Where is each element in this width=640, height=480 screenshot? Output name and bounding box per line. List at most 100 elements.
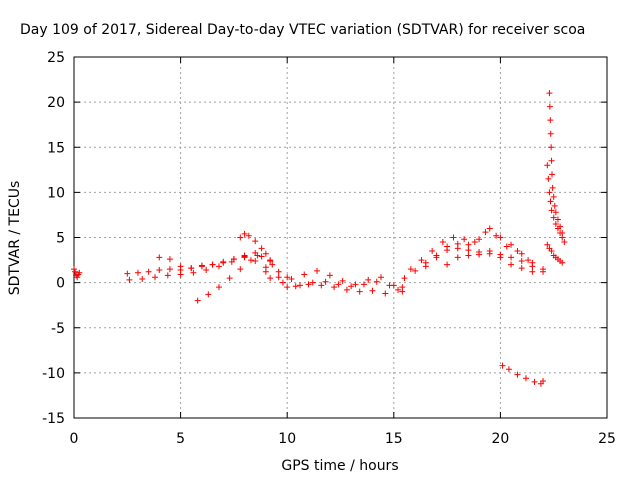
series-sat-h <box>284 278 406 295</box>
data-point <box>275 268 282 275</box>
x-tick-label: 10 <box>278 431 296 447</box>
data-point <box>166 266 173 273</box>
series-sat-d <box>194 253 276 304</box>
data-point <box>237 266 244 273</box>
data-point <box>305 281 312 288</box>
y-tick-label: -5 <box>51 321 65 337</box>
x-axis-label: GPS time / hours <box>281 458 398 474</box>
data-point <box>360 281 367 288</box>
x-tick-label: 0 <box>70 431 79 447</box>
data-point <box>444 261 451 268</box>
data-point <box>74 274 81 281</box>
data-point <box>486 248 493 255</box>
data-point <box>407 266 414 273</box>
data-point <box>499 362 506 369</box>
data-point <box>482 229 489 236</box>
data-point <box>476 236 483 243</box>
data-point <box>465 252 472 259</box>
data-point <box>554 225 561 232</box>
data-point <box>548 144 555 151</box>
data-point <box>508 254 515 261</box>
x-tick-label: 5 <box>176 431 185 447</box>
data-point <box>284 284 291 291</box>
data-point <box>508 261 515 268</box>
data-point <box>262 250 269 257</box>
data-point <box>529 268 536 275</box>
data-point <box>518 250 525 257</box>
data-point <box>518 265 525 272</box>
series-sat-c <box>156 253 269 272</box>
data-point <box>258 253 265 260</box>
data-point <box>292 283 299 290</box>
series-sat-e <box>237 230 291 281</box>
data-point <box>559 259 566 266</box>
data-point <box>412 267 419 274</box>
x-tick-labels: 0 5 10 15 20 25 <box>70 431 616 447</box>
data-point <box>548 207 555 214</box>
data-point <box>497 234 504 241</box>
data-point <box>444 243 451 250</box>
data-point <box>177 271 184 278</box>
data-point <box>215 284 222 291</box>
y-tick-labels: -15 -10 -5 0 5 10 15 20 25 <box>42 50 65 427</box>
data-point <box>241 253 248 260</box>
data-point <box>548 248 555 255</box>
data-point <box>247 257 254 264</box>
y-tick-label: 20 <box>47 95 65 111</box>
data-point <box>166 256 173 263</box>
data-point <box>551 202 558 209</box>
x-tick-label: 15 <box>385 431 403 447</box>
data-point <box>301 271 308 278</box>
series-sat-g <box>267 275 402 297</box>
data-point <box>124 270 131 277</box>
data-point <box>72 268 79 275</box>
data-point <box>220 258 227 265</box>
series-sat-k <box>422 225 547 273</box>
data-point <box>226 275 233 282</box>
data-point <box>554 216 561 223</box>
x-tick-label: 25 <box>598 431 616 447</box>
data-point <box>241 230 248 237</box>
data-point <box>476 251 483 258</box>
data-point <box>335 281 342 288</box>
data-point <box>461 236 468 243</box>
data-point <box>399 288 406 295</box>
data-point <box>544 162 551 169</box>
data-point <box>382 290 389 297</box>
data-point <box>497 254 504 261</box>
data-point <box>252 257 259 264</box>
data-point <box>275 274 282 281</box>
y-tick-label: 10 <box>47 185 65 201</box>
series-sat-p <box>544 241 566 266</box>
data-point <box>544 241 551 248</box>
data-point <box>557 229 564 236</box>
data-point <box>547 198 554 205</box>
data-point <box>164 272 171 279</box>
data-point <box>465 241 472 248</box>
data-point <box>550 193 557 200</box>
data-point <box>296 282 303 289</box>
series-sat-j <box>407 229 532 273</box>
data-point <box>139 276 146 283</box>
data-point <box>318 282 325 289</box>
data-point <box>356 288 363 295</box>
data-point <box>514 248 521 255</box>
data-point <box>503 243 510 250</box>
data-point <box>505 366 512 373</box>
data-point <box>465 247 472 254</box>
data-point <box>322 278 329 285</box>
data-point <box>76 269 83 276</box>
data-point <box>550 214 557 221</box>
data-point <box>326 272 333 279</box>
axis-ticks <box>73 56 608 419</box>
data-point <box>145 268 152 275</box>
series-sat-o <box>544 162 568 246</box>
data-point <box>540 377 547 384</box>
chart-title: Day 109 of 2017, Sidereal Day-to-day VTE… <box>20 22 585 38</box>
data-point <box>237 234 244 241</box>
data-point <box>547 117 554 124</box>
data-point <box>559 234 566 241</box>
series-sat-i <box>401 245 547 282</box>
data-point <box>454 240 461 247</box>
series-sat-f <box>262 267 406 291</box>
